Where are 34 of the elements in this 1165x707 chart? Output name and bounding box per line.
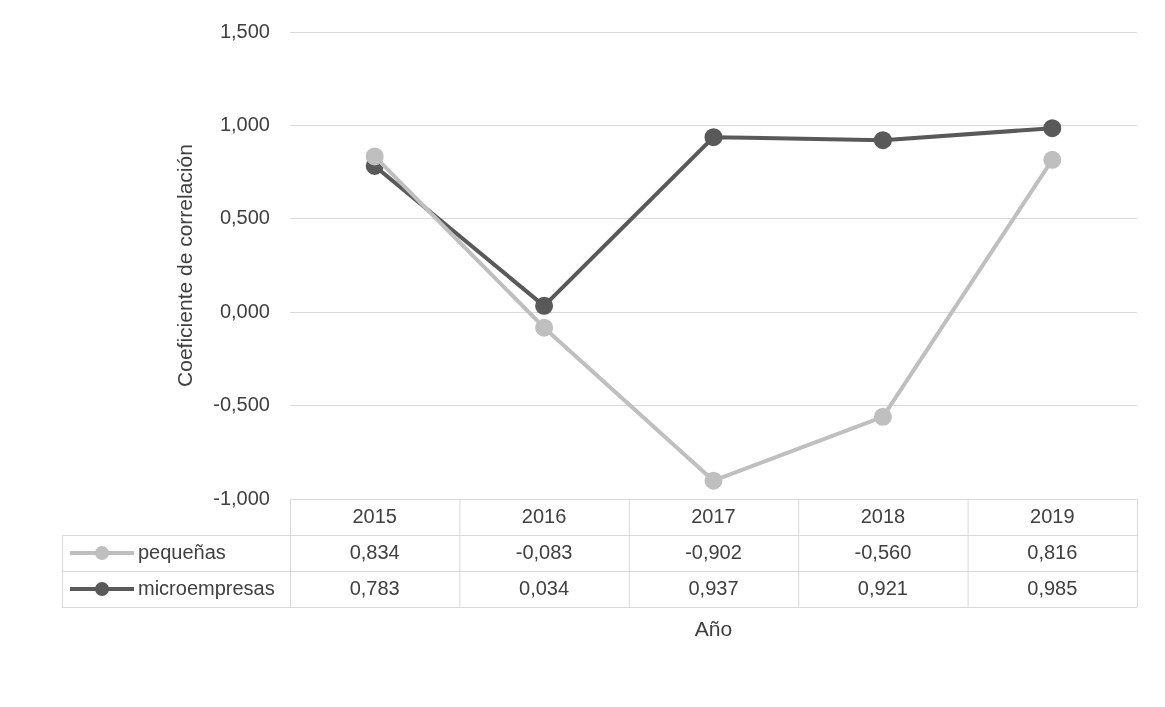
- y-tick-label: -1,000: [213, 486, 270, 509]
- point: [873, 131, 892, 150]
- x-tick-label: 2019: [1030, 504, 1075, 527]
- y-tick-label: 0,500: [219, 206, 270, 229]
- data-label: -0,902: [685, 540, 742, 563]
- y-tick-label: -0,500: [213, 393, 270, 416]
- point: [873, 407, 892, 426]
- x-tick-label: 2017: [691, 504, 736, 527]
- legend-label: microempresas: [138, 576, 275, 599]
- data-label: -0,083: [515, 540, 573, 563]
- point: [704, 128, 723, 147]
- x-axis-title: Año: [694, 617, 733, 641]
- y-tick-label: 0,000: [219, 299, 270, 322]
- x-tick-label: 2018: [860, 504, 906, 527]
- point: [1043, 150, 1062, 169]
- point: [365, 147, 384, 166]
- legend-label: pequeñas: [138, 540, 226, 563]
- point: [704, 471, 723, 490]
- data-label: 0,985: [1027, 576, 1078, 599]
- y-tick-label: 1,500: [219, 19, 270, 42]
- y-tick-label: 1,000: [219, 112, 270, 135]
- data-label: 0,834: [349, 540, 400, 563]
- data-label: 0,034: [519, 576, 570, 599]
- data-label: 0,921: [857, 576, 908, 599]
- data-label: 0,937: [688, 576, 739, 599]
- point: [535, 318, 554, 337]
- y-axis-title: Coeficiente de correlación: [173, 144, 197, 387]
- data-label: 0,783: [349, 576, 400, 599]
- data-label: -0,560: [854, 540, 912, 563]
- point: [535, 296, 554, 315]
- point: [1043, 119, 1062, 138]
- x-tick-label: 2015: [352, 504, 397, 527]
- x-tick-label: 2016: [521, 504, 567, 527]
- data-label: 0,816: [1027, 540, 1078, 563]
